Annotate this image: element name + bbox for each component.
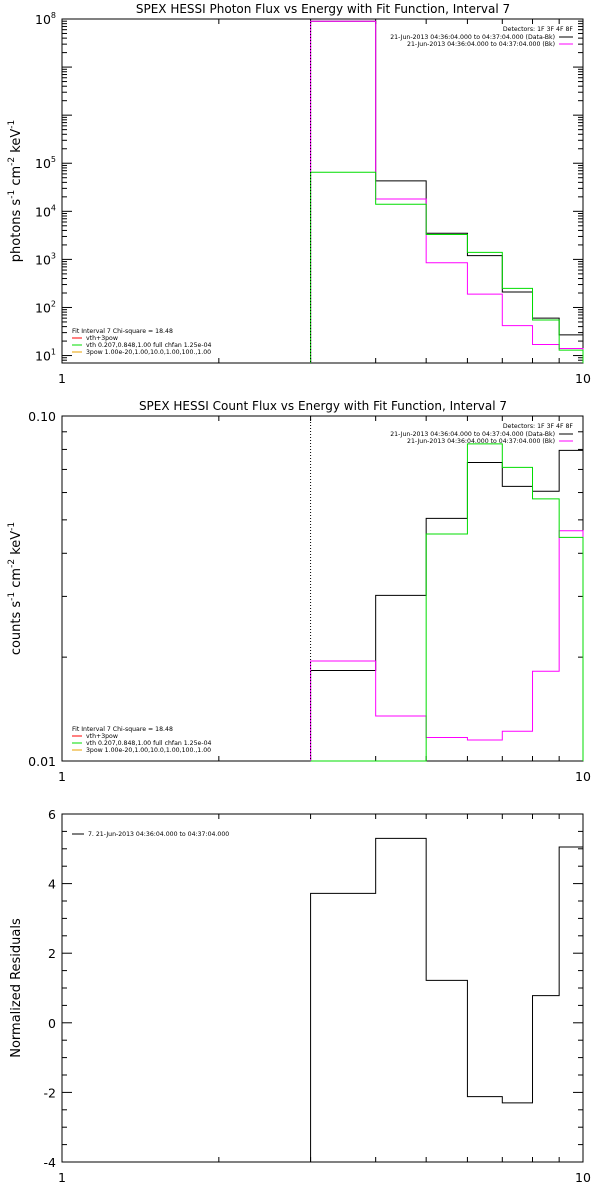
y-tick-label: -4 (44, 1155, 57, 1170)
y-axis-label-part: counts (9, 612, 24, 656)
detector-legend-entry: 21-Jun-2013 04:36:04.000 to 04:37:04.000… (390, 34, 555, 41)
fit-legend-header: Fit Interval 7 Chi-square = 18.48 (72, 726, 173, 733)
y-axis-label: photons s-1 cm-2 keV-1 (7, 120, 24, 262)
fit-legend-header: Fit Interval 7 Chi-square = 18.48 (72, 328, 173, 335)
count-flux-panel: SPEX HESSI Count Flux vs Energy with Fit… (7, 399, 591, 784)
series-step-line (310, 837, 583, 1162)
detector-legend-entry: 21-Jun-2013 04:36:04.000 to 04:37:04.000… (407, 438, 555, 445)
y-tick-label-base: 10 (35, 349, 51, 364)
y-tick-label: 6 (48, 807, 56, 822)
y-axis-label: counts s-1 cm-2 keV-1 (7, 522, 24, 655)
y-tick-label-exponent: 8 (51, 11, 56, 20)
y-tick-label: 105 (35, 155, 56, 171)
detector-legend-header: Detectors: 1F 3F 4F 8F (503, 26, 574, 33)
y-axis-label-exponent: -2 (7, 559, 17, 568)
series-step-line (310, 20, 584, 363)
series-step-line (310, 443, 584, 762)
detector-legend-entry: 21-Jun-2013 04:36:04.000 to 04:37:04.000… (390, 431, 555, 438)
x-tick-label: 10 (575, 371, 591, 386)
y-tick-label-base: 10 (35, 156, 51, 171)
y-axis-label-part: cm (9, 568, 24, 592)
y-axis-label-part: cm (9, 166, 24, 190)
series-step-line (310, 171, 584, 363)
fit-legend-entry: 3pow 1.00e-20,1.00,10.0,1.00,100.,1.00 (86, 747, 211, 754)
series-step-line (310, 20, 584, 363)
y-tick-label: 0 (48, 1016, 56, 1031)
y-axis-label-exponent: -1 (7, 592, 17, 601)
y-axis-label-exponent: -2 (7, 157, 17, 166)
x-tick-label: 1 (58, 371, 66, 386)
y-tick-label: 103 (35, 251, 56, 267)
y-tick-label: 0.10 (28, 409, 56, 424)
plot-frame (61, 18, 584, 364)
y-axis-label-part: s (9, 601, 24, 612)
series-step-line (310, 530, 584, 761)
y-tick-label: -2 (44, 1085, 56, 1100)
fit-legend-entry: vth 0.207,0.848,1.00 full chfan 1.25e-04 (86, 342, 212, 349)
photon-flux-panel: SPEX HESSI Photon Flux vs Energy with Fi… (7, 2, 591, 386)
y-tick-label: 101 (35, 348, 56, 364)
y-tick-label: 108 (35, 11, 56, 27)
detector-legend-header: Detectors: 1F 3F 4F 8F (503, 423, 574, 430)
y-axis-label-part: keV (9, 531, 24, 559)
count-flux-title: SPEX HESSI Count Flux vs Energy with Fit… (139, 399, 507, 413)
y-tick-label-base: 10 (35, 252, 51, 267)
x-tick-label: 10 (575, 1170, 591, 1185)
y-axis-label-exponent: -1 (7, 522, 17, 531)
fit-legend-entry: vth+3pow (86, 733, 118, 740)
residual-legend-entry: 7. 21-Jun-2013 04:36:04.000 to 04:37:04.… (88, 831, 229, 838)
residuals-panel: 1 10 6 4 2 0 -2 -4 Normalized Residuals 7. 21-Jun… (9, 807, 591, 1185)
y-tick-label-base: 10 (35, 300, 51, 315)
y-tick-label-base: 10 (35, 204, 51, 219)
fit-legend-entry: 3pow 1.00e-20,1.00,10.0,1.00,100.,1.00 (86, 349, 211, 356)
y-tick-label: 0.01 (28, 754, 56, 769)
y-tick-label: 4 (48, 877, 56, 892)
y-tick-label: 2 (48, 946, 56, 961)
y-axis-label-exponent: -1 (7, 190, 17, 199)
y-tick-label: 104 (35, 203, 56, 219)
y-tick-label: 102 (35, 299, 56, 315)
series-step-line (310, 449, 584, 761)
y-tick-label-exponent: 5 (51, 155, 56, 164)
plot-frame (61, 813, 584, 1163)
y-tick-label-exponent: 2 (51, 299, 56, 308)
y-axis-label-part: s (9, 199, 24, 210)
y-tick-label-exponent: 3 (51, 251, 56, 260)
x-tick-label: 1 (58, 769, 66, 784)
detector-legend-entry: 21-Jun-2013 04:36:04.000 to 04:37:04.000… (407, 41, 555, 48)
x-tick-label: 1 (58, 1170, 66, 1185)
y-axis-label: Normalized Residuals (9, 918, 24, 1058)
fit-legend-entry: vth+3pow (86, 335, 118, 342)
x-tick-label: 10 (575, 769, 591, 784)
y-axis-label-part: keV (9, 129, 24, 157)
y-axis-label-part: photons (9, 209, 24, 262)
fit-legend-entry: vth 0.207,0.848,1.00 full chfan 1.25e-04 (86, 740, 212, 747)
y-axis-label-exponent: -1 (7, 120, 17, 129)
y-tick-label-base: 10 (35, 12, 51, 27)
y-tick-label-exponent: 1 (51, 348, 56, 357)
y-tick-label-exponent: 4 (51, 203, 56, 212)
photon-flux-title: SPEX HESSI Photon Flux vs Energy with Fi… (136, 2, 510, 16)
